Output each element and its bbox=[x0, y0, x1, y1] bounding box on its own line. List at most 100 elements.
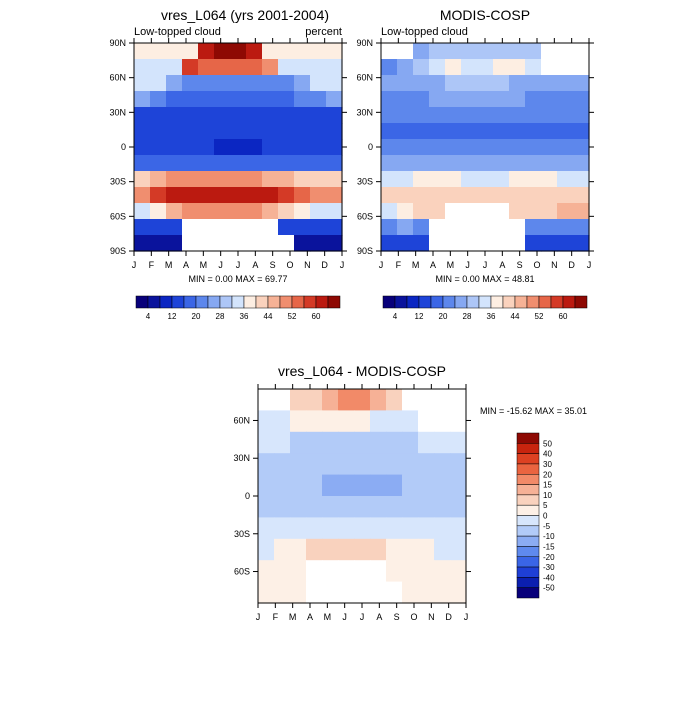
heatmap-cell bbox=[477, 171, 494, 188]
heatmap-cell bbox=[290, 581, 307, 604]
y-tick-label: 60S bbox=[110, 211, 126, 221]
heatmap-cell bbox=[525, 43, 542, 60]
panel-obs: MODIS-COSP Low-topped cloud MIN = 0.00 M… bbox=[356, 7, 594, 321]
heatmap-cell bbox=[322, 410, 339, 433]
heatmap-cell bbox=[134, 203, 151, 220]
heatmap-cell bbox=[354, 410, 371, 433]
heatmap-cell bbox=[230, 43, 247, 60]
heatmap-cell bbox=[246, 155, 263, 172]
colorbar-label: 44 bbox=[511, 312, 520, 321]
heatmap-cells bbox=[134, 43, 343, 252]
heatmap-cell bbox=[278, 235, 295, 252]
heatmap-cell bbox=[381, 219, 398, 236]
heatmap-cell bbox=[525, 219, 542, 236]
colorbar-label: 12 bbox=[168, 312, 177, 321]
heatmap-cell bbox=[258, 538, 275, 561]
heatmap-cell bbox=[509, 187, 526, 204]
heatmap-cell bbox=[461, 235, 478, 252]
heatmap-cell bbox=[402, 496, 419, 518]
colorbar-swatch bbox=[490, 295, 504, 309]
heatmap-cell bbox=[525, 91, 542, 108]
heatmap-cell bbox=[278, 139, 295, 156]
heatmap-cell bbox=[150, 203, 167, 220]
panel-model-subtitle-right: percent bbox=[305, 26, 342, 38]
heatmap-cell bbox=[445, 107, 462, 124]
heatmap-cell bbox=[381, 91, 398, 108]
heatmap-cell bbox=[198, 187, 215, 204]
heatmap-cell bbox=[370, 581, 387, 604]
heatmap-cell bbox=[418, 517, 435, 540]
heatmap-cell bbox=[477, 43, 494, 60]
heatmap-cell bbox=[573, 203, 590, 220]
heatmap-cell bbox=[418, 496, 435, 518]
heatmap-cell bbox=[354, 474, 371, 497]
heatmap-cell bbox=[525, 203, 542, 220]
colorbar-label: -10 bbox=[543, 532, 555, 541]
y-tick-label: 0 bbox=[121, 142, 126, 152]
heatmap-cell bbox=[397, 187, 414, 204]
heatmap-cell bbox=[541, 171, 558, 188]
colorbar-label: -30 bbox=[543, 563, 555, 572]
y-tick-label: 60N bbox=[109, 73, 126, 83]
heatmap-cell bbox=[429, 59, 446, 76]
x-tick-label: S bbox=[517, 260, 523, 270]
heatmap-cell bbox=[557, 123, 574, 140]
heatmap-cell bbox=[509, 171, 526, 188]
heatmap-cell bbox=[338, 474, 355, 497]
heatmap-cell bbox=[418, 389, 435, 411]
heatmap-cell bbox=[541, 75, 558, 92]
heatmap-cell bbox=[338, 538, 355, 561]
heatmap-cell bbox=[274, 496, 291, 518]
heatmap-cell bbox=[326, 219, 343, 236]
colorbar-swatch bbox=[514, 295, 528, 309]
heatmap-cell bbox=[573, 91, 590, 108]
heatmap-cell bbox=[429, 107, 446, 124]
heatmap-cell bbox=[381, 43, 398, 60]
heatmap-cell bbox=[134, 171, 151, 188]
heatmap-cell bbox=[198, 91, 215, 108]
heatmap-cell bbox=[573, 75, 590, 92]
heatmap-cell bbox=[306, 453, 323, 476]
heatmap-cell bbox=[461, 91, 478, 108]
heatmap-cell bbox=[402, 453, 419, 476]
heatmap-cell bbox=[290, 474, 307, 497]
heatmap-cell bbox=[413, 203, 430, 220]
heatmap-cell bbox=[509, 43, 526, 60]
heatmap-cell bbox=[541, 187, 558, 204]
heatmap-cell bbox=[525, 171, 542, 188]
heatmap-cell bbox=[214, 235, 231, 252]
heatmap-cell bbox=[310, 155, 327, 172]
y-tick-label: 30N bbox=[109, 107, 126, 117]
colorbar-label: 5 bbox=[543, 501, 548, 510]
heatmap-cell bbox=[445, 235, 462, 252]
x-tick-label: M bbox=[412, 260, 420, 270]
heatmap-cell bbox=[573, 235, 590, 252]
heatmap-cell bbox=[418, 538, 435, 561]
heatmap-cell bbox=[182, 59, 199, 76]
x-tick-label: J bbox=[342, 612, 347, 622]
heatmap-cell bbox=[461, 219, 478, 236]
heatmap-cell bbox=[445, 203, 462, 220]
heatmap-cell bbox=[354, 431, 371, 454]
heatmap-cell bbox=[445, 59, 462, 76]
colorbar-swatch bbox=[550, 295, 564, 309]
heatmap-cell bbox=[397, 235, 414, 252]
heatmap-cell bbox=[306, 560, 323, 583]
colorbar-swatch bbox=[516, 504, 540, 516]
heatmap-cell bbox=[262, 235, 279, 252]
colorbar-swatch bbox=[303, 295, 317, 309]
heatmap-cell bbox=[326, 171, 343, 188]
x-tick-label: N bbox=[551, 260, 558, 270]
heatmap-cell bbox=[370, 453, 387, 476]
heatmap-cell bbox=[134, 139, 151, 156]
heatmap-cell bbox=[326, 75, 343, 92]
heatmap-cell bbox=[386, 496, 403, 518]
heatmap-cell bbox=[310, 187, 327, 204]
colorbar-label: 60 bbox=[312, 312, 321, 321]
heatmap-cell bbox=[294, 187, 311, 204]
heatmap-cell bbox=[134, 75, 151, 92]
heatmap-cell bbox=[445, 43, 462, 60]
x-tick-label: J bbox=[340, 260, 345, 270]
heatmap-cell bbox=[413, 187, 430, 204]
heatmap-cell bbox=[182, 235, 199, 252]
